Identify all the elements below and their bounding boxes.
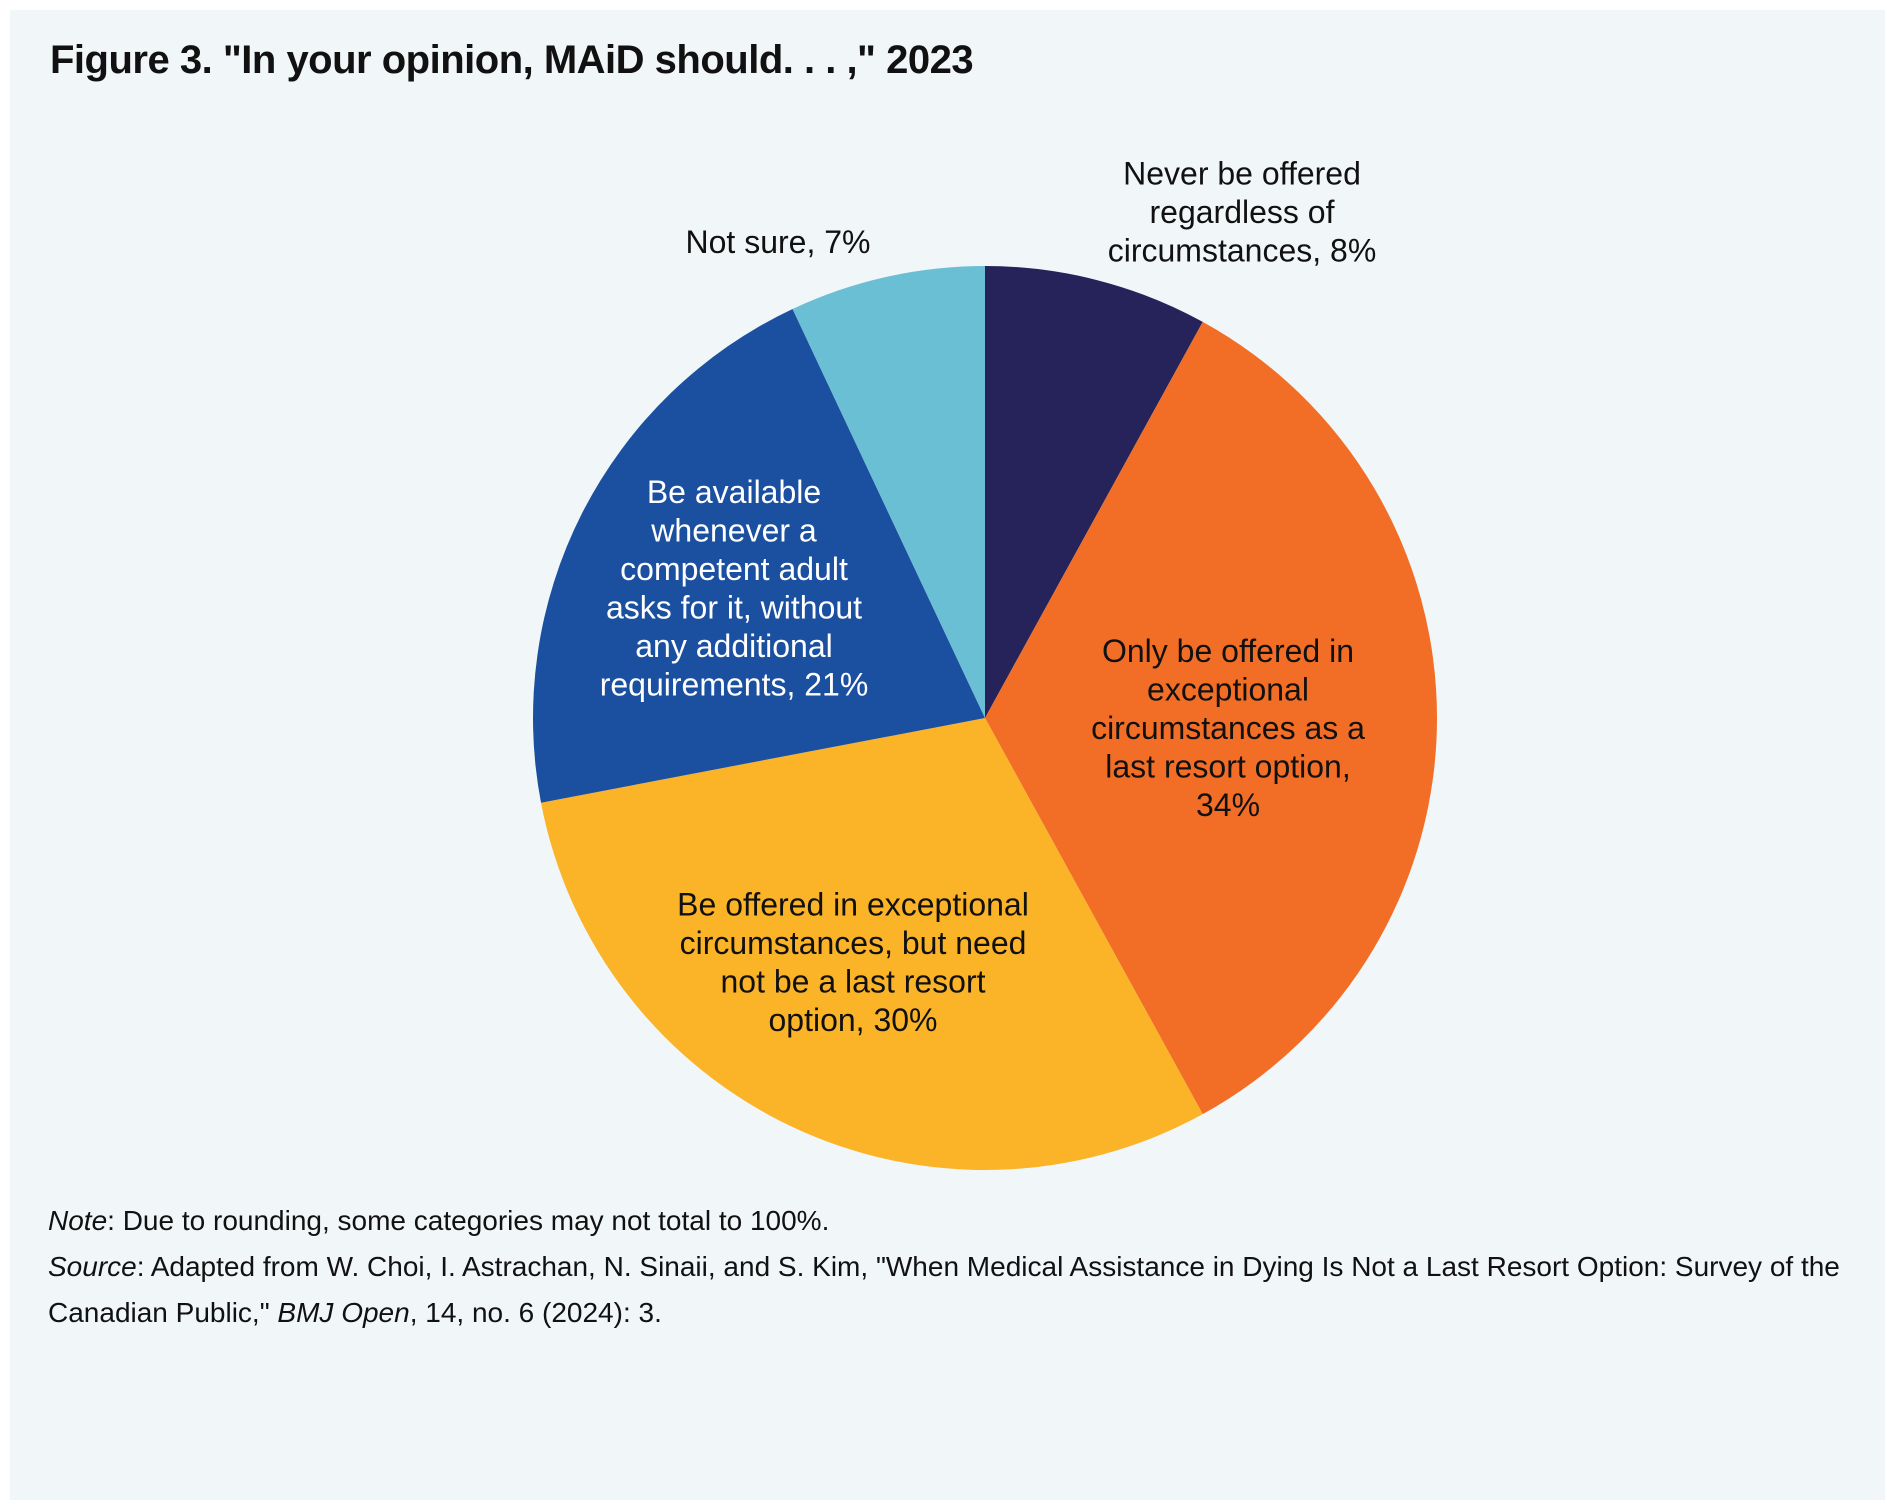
source-text: : Adapted from W. Choi, I. Astrachan, N.… [48,1251,1840,1328]
pie-slice [541,718,1203,1170]
pie-slice [533,309,985,803]
figure-footer: Note: Due to rounding, some categories m… [48,1198,1848,1336]
note-label: Note [48,1205,108,1236]
source-line: Source: Adapted from W. Choi, I. Astrach… [48,1244,1848,1336]
note-line: Note: Due to rounding, some categories m… [48,1198,1848,1244]
slice-label: Never be offered regardless of circumstanc… [1108,156,1377,269]
pie-slice [985,266,1203,718]
source-journal: BMJ Open [277,1297,410,1328]
slice-label: Not sure, 7% [686,224,871,260]
chart-title: Figure 3. "In your opinion, MAiD should.… [50,38,974,82]
slice-label: Be offered in exceptional circumstances, … [677,886,1029,1038]
pie-chart: Never be offered regardless of circumstanc… [533,156,1437,1170]
pie-slice [985,321,1437,1115]
source-text-end: , 14, no. 6 (2024): 3. [409,1297,662,1328]
slice-label: Be available whenever a competent adult ask… [600,474,869,703]
slice-label: Only be offered in exceptional circumstanc… [1091,633,1365,823]
source-label: Source [48,1251,137,1282]
note-text: : Due to rounding, some categories may n… [107,1205,830,1236]
pie-slice [792,266,985,718]
